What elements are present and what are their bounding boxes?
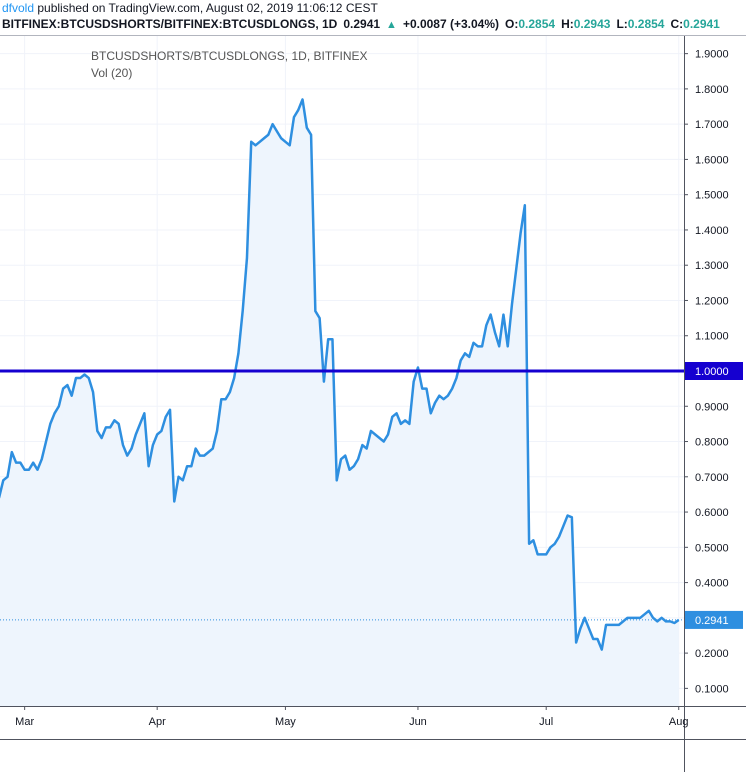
price-area-fill: [0, 99, 679, 706]
horizontal-line-label-bg: [685, 362, 743, 380]
last-price-label: 0.2941: [695, 615, 729, 627]
y-tick-label: 0.6000: [695, 507, 729, 519]
x-tick-label: May: [275, 716, 296, 728]
y-tick-label: 1.3000: [695, 260, 729, 272]
open-value: 0.2854: [518, 17, 556, 31]
last-price-label-bg: [685, 610, 743, 629]
low-value: 0.2854: [627, 17, 665, 31]
price-line[interactable]: [0, 98, 680, 651]
y-tick-label: 0.2000: [695, 648, 729, 660]
y-tick-label: 0.1000: [695, 683, 729, 695]
low-label: L:: [616, 17, 628, 31]
y-tick-label: 1.9000: [695, 49, 729, 61]
series-legend[interactable]: BTCUSDSHORTS/BTCUSDLONGS, 1D, BITFINEX: [91, 49, 368, 63]
y-tick-label: 0.7000: [695, 472, 729, 484]
y-tick-label: 0.9000: [695, 401, 729, 413]
y-tick-label: 1.7000: [695, 119, 729, 131]
volume-legend[interactable]: Vol (20): [91, 66, 133, 80]
y-tick-label: 1.4000: [695, 225, 729, 237]
high-label: H:: [561, 17, 574, 31]
close-value: 0.2941: [683, 17, 720, 31]
price-change: +0.0087 (+3.04%): [402, 17, 500, 31]
high-value: 0.2943: [573, 17, 611, 31]
y-tick-label: 0.5000: [695, 542, 729, 554]
x-tick-label: Jun: [409, 716, 427, 728]
x-tick-label: Jul: [539, 716, 553, 728]
y-tick-label: 1.5000: [695, 190, 729, 202]
y-tick-label: 0.4000: [695, 578, 729, 590]
chart-header: dfvold published on TradingView.com, Aug…: [0, 0, 746, 36]
close-label: C:: [670, 17, 684, 31]
symbol-name: BITFINEX:BTCUSDSHORTS/BITFINEX:BTCUSDLON…: [2, 17, 338, 31]
chart-axes: [0, 35, 746, 772]
x-tick-label: Aug: [669, 716, 689, 728]
x-tick-label: Apr: [149, 716, 166, 728]
last-price: 0.2941: [343, 17, 381, 31]
up-arrow-icon: ▲: [386, 19, 397, 31]
y-tick-label: 1.2000: [695, 295, 729, 307]
published-text: published on TradingView.com, August 02,…: [34, 1, 378, 15]
x-axis-labels: Mar Apr May Jun Jul Aug: [15, 706, 689, 728]
symbol-info: BITFINEX:BTCUSDSHORTS/BITFINEX:BTCUSDLON…: [2, 17, 720, 31]
y-tick-label: 1.6000: [695, 154, 729, 166]
y-tick-label: 1.1000: [695, 331, 729, 343]
price-labels: 1.0000 0.2941: [685, 362, 743, 629]
open-label: O:: [505, 17, 519, 31]
horizontal-line-label: 1.0000: [695, 366, 729, 378]
x-tick-label: Mar: [15, 716, 34, 728]
y-tick-label: 1.8000: [695, 84, 729, 96]
y-tick-label: 0.8000: [695, 437, 729, 449]
publish-info: dfvold published on TradingView.com, Aug…: [2, 1, 378, 15]
author-link[interactable]: dfvold: [2, 1, 35, 15]
